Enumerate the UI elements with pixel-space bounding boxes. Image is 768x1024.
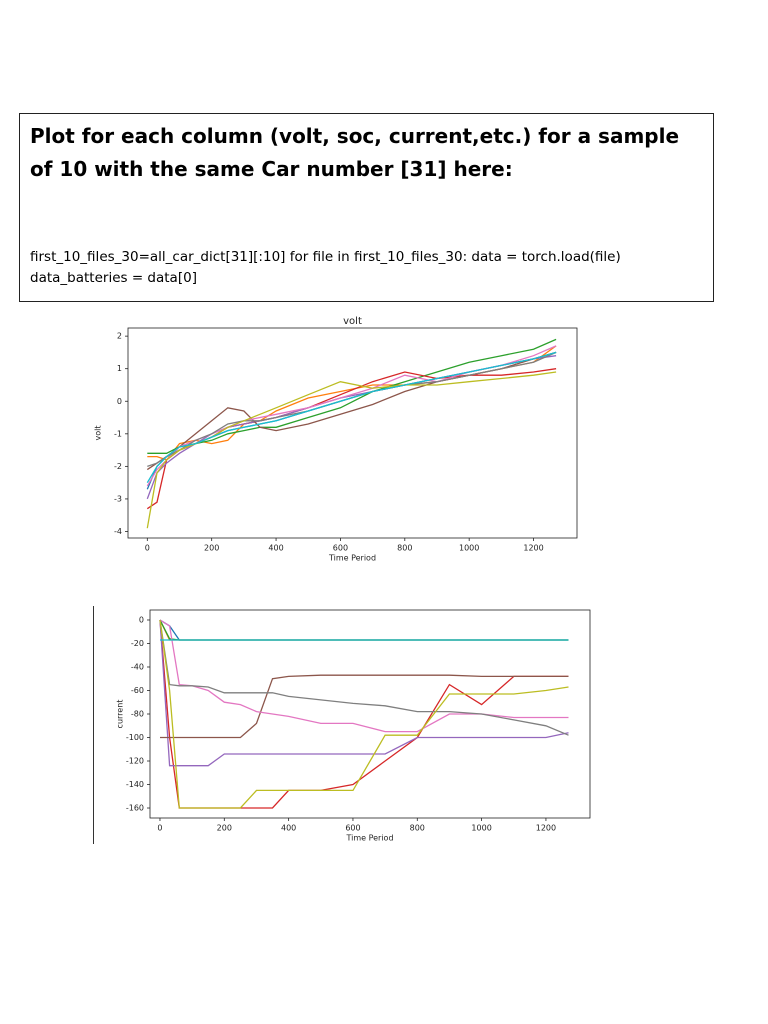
y-tick-label: -2 (114, 462, 122, 471)
series-line (146, 351, 557, 490)
x-tick-label: 1200 (523, 544, 543, 553)
series-line (147, 351, 557, 468)
series-line (159, 619, 569, 736)
series-line (147, 345, 557, 461)
series-line (159, 619, 569, 809)
x-tick-label: 200 (204, 544, 219, 553)
x-tick-label: 0 (157, 824, 162, 833)
series-line (159, 619, 569, 809)
heading: Plot for each column (volt, soc, current… (30, 124, 680, 181)
y-tick-label: -4 (114, 527, 122, 536)
y-tick-label: -160 (126, 804, 144, 813)
y-axis-label: current (116, 700, 125, 729)
series-line (146, 351, 557, 484)
x-tick-label: 800 (410, 824, 425, 833)
chart-title: volt (343, 316, 362, 327)
axes-frame (127, 327, 578, 539)
axes-frame (149, 609, 591, 819)
series-line (159, 619, 569, 641)
series-line (159, 619, 569, 767)
x-tick-label: 400 (281, 824, 296, 833)
text-box: Plot for each column (volt, soc, current… (19, 113, 714, 302)
series-line (160, 674, 569, 739)
x-tick-label: 800 (397, 544, 412, 553)
x-tick-label: 1000 (459, 544, 479, 553)
volt-chart: volt Time Period volt 0 200 400 600 800 1000 1200… (94, 316, 578, 563)
y-tick-label: 2 (117, 332, 122, 341)
x-tick-label: 1200 (536, 824, 556, 833)
x-tick-label: 600 (333, 544, 348, 553)
x-tick-label: 200 (217, 824, 232, 833)
current-chart: Time Period current 0 200 400 600 800 1000 1200 0… (116, 609, 591, 843)
series-line (159, 619, 569, 641)
y-tick-label: -20 (131, 639, 144, 648)
y-tick-label: -1 (114, 429, 122, 438)
y-tick-label: 0 (139, 615, 144, 624)
divider (93, 606, 94, 844)
x-tick-label: 1000 (471, 824, 491, 833)
y-tick-label: -80 (131, 710, 144, 719)
y-tick-label: -120 (126, 757, 144, 766)
y-axis-label: volt (94, 426, 103, 441)
y-tick-label: -3 (114, 494, 122, 503)
x-tick-label: 400 (268, 544, 283, 553)
x-axis-label: Time Period (328, 554, 376, 563)
y-tick-label: 1 (117, 364, 122, 373)
code-text: first_10_files_30=all_car_dict[31][:10] … (30, 249, 621, 286)
y-tick-label: -140 (126, 780, 144, 789)
y-tick-label: 0 (117, 397, 122, 406)
series-line (146, 355, 557, 500)
x-tick-label: 600 (345, 824, 360, 833)
x-axis-label: Time Period (345, 834, 393, 843)
series-line (159, 619, 569, 641)
x-tick-label: 0 (145, 544, 150, 553)
y-tick-label: -40 (131, 662, 144, 671)
series-line (146, 371, 557, 529)
y-tick-label: -60 (131, 686, 144, 695)
y-tick-label: -100 (126, 733, 144, 742)
